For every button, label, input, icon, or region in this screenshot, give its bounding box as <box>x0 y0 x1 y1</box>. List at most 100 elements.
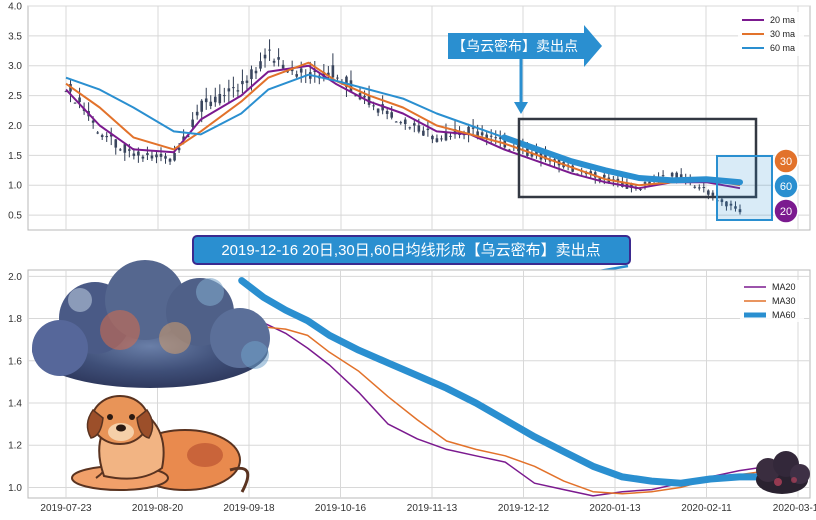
candle-body <box>78 97 81 103</box>
candle-body <box>73 102 77 104</box>
bottom-x-tick-label: 2019-08-20 <box>132 503 184 514</box>
callout-text: 【乌云密布】卖出点 <box>452 38 578 54</box>
candle-body <box>440 138 443 140</box>
candle-body <box>354 95 357 97</box>
bottom-x-tick-label: 2019-07-23 <box>40 503 92 514</box>
candle-body <box>327 72 330 77</box>
candle-body <box>336 77 339 79</box>
candle-body <box>453 129 457 135</box>
bottom-y-axis: 1.0 1.2 1.4 1.6 1.8 2.0 <box>8 272 22 494</box>
candle-body <box>385 110 389 114</box>
storm-cloud-illustration <box>32 260 270 388</box>
pattern-box <box>517 117 758 199</box>
candle-body <box>661 175 665 177</box>
candle-body <box>109 134 113 137</box>
candle-body <box>643 182 647 184</box>
candle-body <box>245 80 249 83</box>
candle-body <box>155 154 158 158</box>
candle-body <box>738 209 742 213</box>
candle-body <box>277 57 280 60</box>
top-60ma-thick-segment <box>501 134 743 186</box>
bottom-x-tick-label: 2019-09-18 <box>223 503 275 514</box>
bottom-legend: MA20 MA30 MA60 <box>740 280 804 322</box>
candle-body <box>64 91 68 93</box>
dog-illustration <box>71 395 250 493</box>
candle-body <box>295 74 298 77</box>
top-y-tick-label: 1.0 <box>8 181 22 192</box>
candle-body <box>485 134 488 139</box>
top-y-axis: 0.5 1.0 1.5 2.0 2.5 3.0 3.5 4.0 <box>8 2 22 222</box>
badge-60-label: 60 <box>780 181 792 193</box>
candle-body <box>693 186 697 188</box>
top-y-tick-label: 4.0 <box>8 2 22 13</box>
legend-label-20ma: 20 ma <box>770 15 795 25</box>
top-y-tick-label: 3.5 <box>8 31 22 42</box>
bottom-y-tick-label: 1.2 <box>8 441 22 452</box>
callout-arrow <box>448 25 602 114</box>
candle-body <box>372 105 375 107</box>
badge-30: 30 <box>773 148 799 174</box>
candle-body <box>91 120 95 123</box>
candle-body <box>467 126 470 134</box>
candle-body <box>114 139 118 148</box>
candle-body <box>96 132 99 134</box>
candle-body <box>281 64 285 69</box>
candle-body <box>128 149 131 151</box>
candle-body <box>159 153 163 157</box>
candle-body <box>621 181 624 187</box>
bottom-x-tick-label: 2020-01-13 <box>589 503 641 514</box>
bottom-y-tick-label: 2.0 <box>8 272 22 283</box>
candle-body <box>449 135 452 137</box>
candle-body <box>408 127 412 129</box>
bottom-y-tick-label: 1.0 <box>8 483 22 494</box>
candle-body <box>589 171 593 175</box>
candle-body <box>508 149 511 151</box>
bottom-x-axis: 2019-07-23 2019-08-20 2019-09-18 2019-10-16… <box>40 503 816 514</box>
candle-body <box>118 149 122 151</box>
top-y-tick-label: 3.0 <box>8 61 22 72</box>
candle-body <box>236 90 240 92</box>
candle-body <box>241 80 244 85</box>
legend-label-ma20: MA20 <box>772 282 796 292</box>
candle-body <box>272 60 276 63</box>
candle-body <box>191 119 194 127</box>
candle-body <box>132 153 136 156</box>
candle-body <box>105 135 109 138</box>
candle-body <box>403 119 407 125</box>
candle-body <box>123 144 127 153</box>
bottom-x-tick-label: 2020-03-11 <box>773 503 816 514</box>
bottom-series-line-MA60 <box>238 277 787 487</box>
bottom-x-tick-label: 2019-11-13 <box>407 503 458 514</box>
candle-body <box>417 125 421 132</box>
candle-body <box>471 127 475 129</box>
candle-body <box>670 172 674 177</box>
legend-label-ma30: MA30 <box>772 296 796 306</box>
candle-body <box>146 153 149 155</box>
candle-body <box>218 93 222 104</box>
candle-body <box>376 108 380 113</box>
candle-body <box>168 158 172 162</box>
top-y-tick-label: 2.5 <box>8 91 22 102</box>
candle-body <box>177 147 181 151</box>
highlight-box <box>716 155 773 221</box>
candle-body <box>204 98 208 103</box>
candle-body <box>363 96 366 98</box>
bottom-x-tick-label: 2020-02-11 <box>681 503 732 514</box>
candle-body <box>702 187 706 189</box>
candle-body <box>254 70 258 74</box>
candle-body <box>250 69 253 80</box>
candle-body <box>313 70 317 73</box>
bottom-y-tick-label: 1.4 <box>8 399 22 410</box>
candle-body <box>227 88 231 92</box>
candle-body <box>498 137 502 139</box>
candle-body <box>141 156 145 159</box>
candle-body <box>137 151 140 156</box>
candle-body <box>530 152 534 157</box>
candle-body <box>675 172 678 179</box>
badge-30-label: 30 <box>780 156 792 168</box>
top-series-line-20-ma <box>65 64 741 190</box>
bottom-x-tick-label: 2019-12-12 <box>498 503 550 514</box>
top-y-tick-label: 0.5 <box>8 211 22 222</box>
candle-body <box>150 155 154 159</box>
